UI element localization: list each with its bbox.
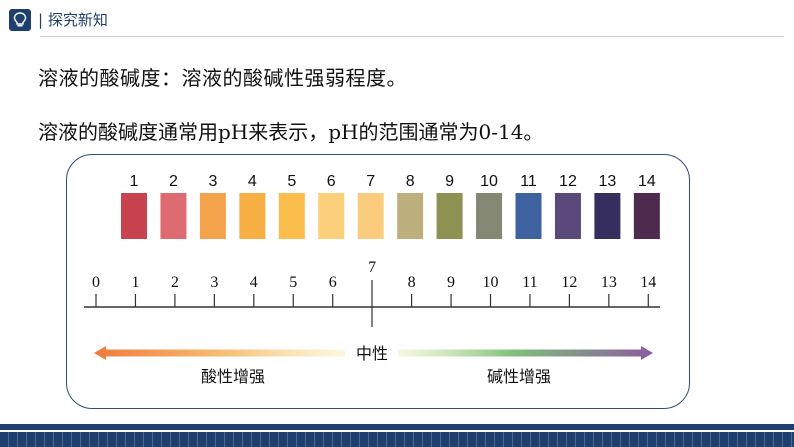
ph-color-strip (357, 193, 384, 239)
axis-tick-label: 2 (171, 274, 179, 291)
acid-label: 酸性增强 (201, 367, 265, 386)
axis-tick-label: 7 (368, 259, 376, 276)
axis-tick-label: 11 (522, 274, 537, 291)
strip-label: 1 (130, 173, 139, 190)
ph-color-strip (397, 193, 424, 239)
ph-diagram-frame (66, 154, 690, 409)
header-divider (40, 36, 784, 37)
ph-color-strip (239, 193, 266, 239)
strip-label: 9 (445, 173, 454, 190)
strip-label: 5 (287, 173, 296, 190)
axis-tick-label: 8 (408, 274, 416, 291)
strip-label: 3 (208, 173, 217, 190)
ph-color-strip (633, 193, 660, 239)
axis-tick-label: 4 (250, 274, 258, 291)
strip-label: 14 (638, 173, 656, 190)
axis-tick-label: 5 (289, 274, 297, 291)
axis-tick-label: 3 (210, 274, 218, 291)
axis-tick-label: 10 (483, 274, 499, 291)
strip-label: 10 (480, 173, 498, 190)
strip-label: 2 (169, 173, 178, 190)
ph-color-strip (515, 193, 542, 239)
axis-tick-label: 0 (92, 274, 100, 291)
strip-label: 11 (520, 173, 537, 190)
ph-color-strip (199, 193, 226, 239)
footer-bar (0, 424, 794, 430)
base-arrow (398, 346, 653, 360)
strip-label: 7 (366, 173, 375, 190)
base-label: 碱性增强 (487, 367, 551, 386)
section-title: | 探究新知 (38, 11, 108, 29)
ph-color-strip (436, 193, 463, 239)
axis-tick-label: 9 (447, 274, 455, 291)
ph-color-strip (318, 193, 345, 239)
axis-tick-label: 12 (561, 274, 577, 291)
ph-range-text: 溶液的酸碱度通常用pH来表示，pH的范围通常为0-14。 (38, 120, 544, 144)
strip-label: 4 (248, 173, 257, 190)
ph-color-strip (476, 193, 503, 239)
header: | 探究新知 (0, 0, 794, 40)
ph-color-strip (278, 193, 305, 239)
strip-label: 13 (599, 173, 617, 190)
axis-tick-label: 6 (329, 274, 337, 291)
footer-band (0, 432, 794, 447)
ph-color-strip (160, 193, 187, 239)
neutral-label: 中性 (356, 344, 388, 363)
strip-label: 6 (327, 173, 336, 190)
strip-label: 8 (406, 173, 415, 190)
lightbulb-icon (9, 9, 31, 31)
axis-tick-label: 14 (640, 274, 656, 291)
ph-color-strip (594, 193, 621, 239)
footer-stripe (0, 432, 794, 447)
definition-text: 溶液的酸碱度：溶液的酸碱性强弱程度。 (38, 66, 407, 90)
ph-color-strip (554, 193, 581, 239)
acid-arrow (94, 346, 345, 360)
axis-tick-label: 13 (601, 274, 617, 291)
strip-label: 12 (559, 173, 577, 190)
axis-tick-label: 1 (131, 274, 139, 291)
ph-color-strip (121, 193, 147, 239)
